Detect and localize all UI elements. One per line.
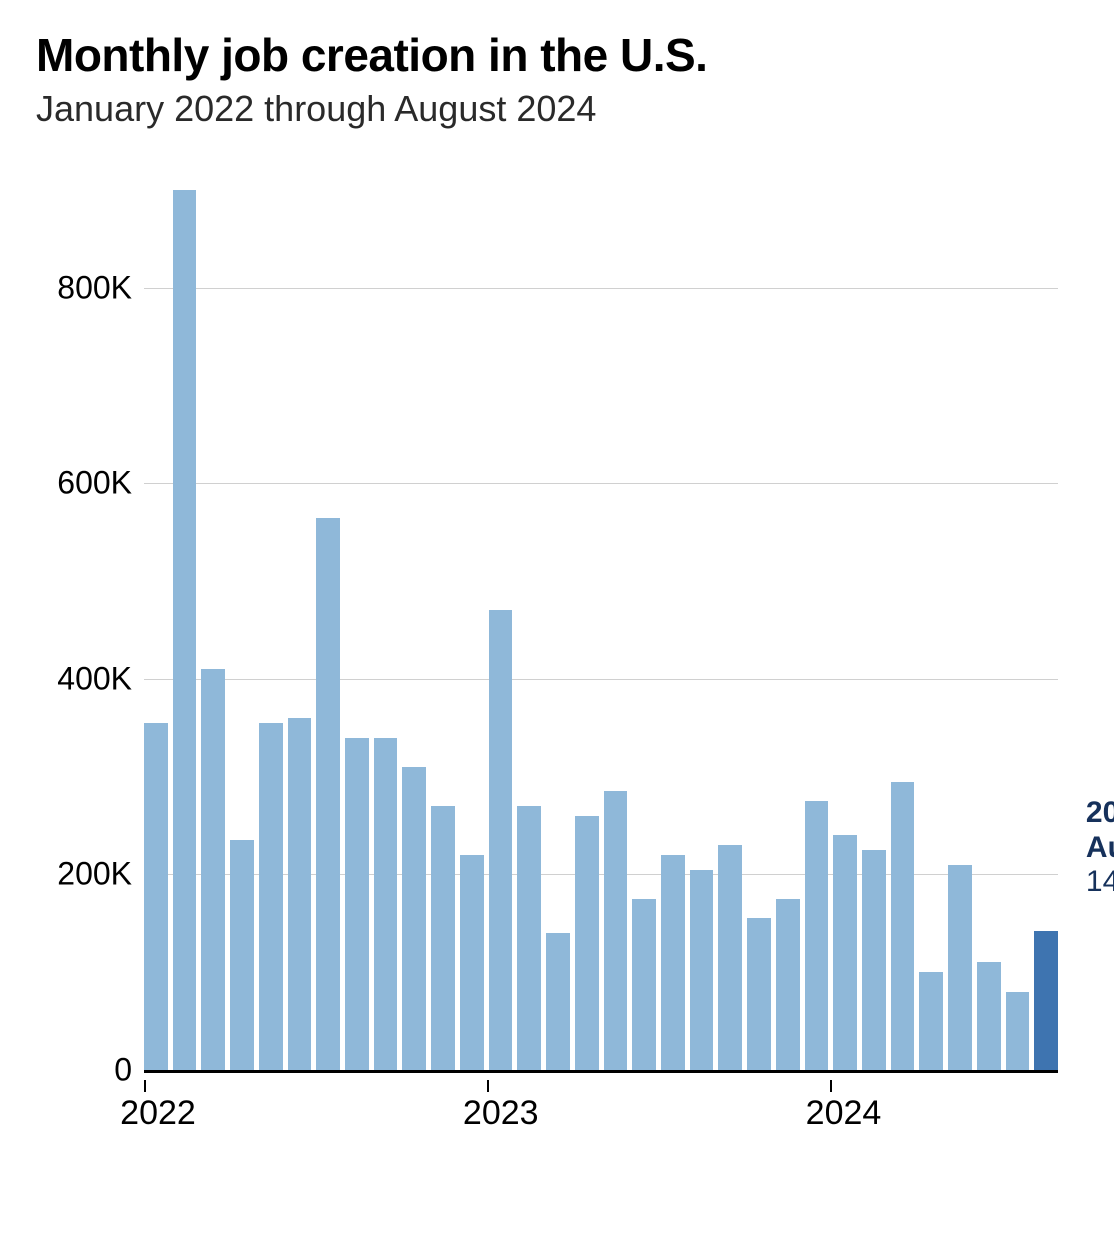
bar xyxy=(919,972,943,1070)
bar xyxy=(345,738,369,1070)
chart-title: Monthly job creation in the U.S. xyxy=(36,28,1078,82)
x-tick-mark xyxy=(487,1080,489,1092)
bar xyxy=(891,782,915,1070)
bar xyxy=(1034,931,1058,1070)
bar xyxy=(230,840,254,1070)
bar xyxy=(517,806,541,1070)
x-axis-baseline xyxy=(144,1070,1058,1073)
bar xyxy=(431,806,455,1070)
bar xyxy=(173,190,197,1070)
bar xyxy=(632,899,656,1070)
bar xyxy=(575,816,599,1070)
x-tick-mark xyxy=(144,1080,146,1092)
bar xyxy=(862,850,886,1070)
bar xyxy=(604,791,628,1070)
bar xyxy=(374,738,398,1070)
bar xyxy=(489,610,513,1070)
bar xyxy=(948,865,972,1070)
bar xyxy=(718,845,742,1070)
last-bar-annotation: 2024Aug142K xyxy=(1086,796,1114,900)
bar xyxy=(776,899,800,1070)
annotation-year: 2024 xyxy=(1086,796,1114,831)
annotation-value: 142K xyxy=(1086,865,1114,900)
chart-subtitle: January 2022 through August 2024 xyxy=(36,88,1078,130)
bar xyxy=(144,723,168,1070)
bar xyxy=(805,801,829,1070)
bar xyxy=(288,718,312,1070)
y-tick-label: 0 xyxy=(114,1052,132,1089)
bars-container xyxy=(144,190,1058,1070)
bar xyxy=(977,962,1001,1070)
y-tick-label: 800K xyxy=(57,269,132,306)
bar xyxy=(690,870,714,1070)
chart-container: Monthly job creation in the U.S. January… xyxy=(0,0,1114,1235)
x-tick-label: 2022 xyxy=(120,1094,196,1133)
y-tick-label: 600K xyxy=(57,465,132,502)
plot-region: 0200K400K600K800K2024Aug142K xyxy=(144,190,1058,1070)
bar xyxy=(661,855,685,1070)
y-tick-label: 400K xyxy=(57,660,132,697)
bar xyxy=(259,723,283,1070)
bar xyxy=(460,855,484,1070)
annotation-month: Aug xyxy=(1086,831,1114,866)
bar xyxy=(747,918,771,1070)
x-tick-label: 2023 xyxy=(463,1094,539,1133)
x-tick-mark xyxy=(830,1080,832,1092)
x-tick-label: 2024 xyxy=(806,1094,882,1133)
chart-area: 0200K400K600K800K2024Aug142K 2022 2023 202… xyxy=(36,190,1078,1150)
bar xyxy=(316,518,340,1070)
bar xyxy=(833,835,857,1070)
bar xyxy=(201,669,225,1070)
bar xyxy=(402,767,426,1070)
bar xyxy=(546,933,570,1070)
x-axis-labels: 202220232024 xyxy=(144,1080,1058,1150)
bar xyxy=(1006,992,1030,1070)
y-tick-label: 200K xyxy=(57,856,132,893)
